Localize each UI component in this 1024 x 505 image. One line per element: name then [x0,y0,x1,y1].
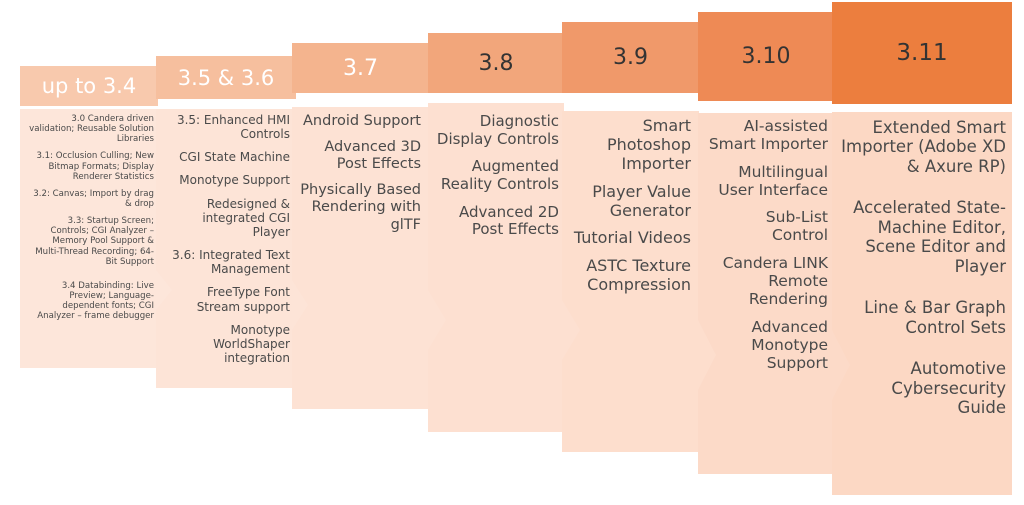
feature-item: Accelerated State-Machine Editor, Scene … [853,198,1006,276]
version-header: up to 3.4 [20,66,158,106]
version-features-panel: 3.0 Candera driven validation; Reusable … [20,109,158,368]
version-header: 3.9 [562,22,699,93]
feature-item: AI-assisted Smart Importer [708,117,828,154]
version-features-panel: Smart Photoshop Importer Player Value Ge… [562,111,699,452]
feature-item: Automotive Cybersecurity Guide [891,359,1006,418]
feature-item: ASTC Texture Compression [586,256,691,295]
feature-item: Augmented Reality Controls [440,157,559,194]
feature-item: FreeType Font Stream support [196,285,290,314]
version-column: 3.10 AI-assisted Smart Importer Multilin… [698,12,834,474]
version-features-panel: Android Support Advanced 3D Post Effects… [292,107,429,409]
feature-item: 3.6: Integrated Text Management [172,248,290,277]
feature-item: Advanced Monotype Support [751,317,828,373]
version-label: up to 3.4 [41,74,137,98]
feature-item: Multilingual User Interface [718,162,828,199]
feature-item: CGI State Machine [179,150,290,165]
version-label: 3.9 [613,45,648,70]
feature-item: Candera LINK Remote Rendering [722,253,828,309]
feature-item: Player Value Generator [592,181,691,220]
version-features-panel: Diagnostic Display Controls Augmented Re… [428,103,564,432]
version-header: 3.5 & 3.6 [156,56,296,99]
feature-item: 3.5: Enhanced HMI Controls [176,113,290,142]
version-column: 3.11 Extended Smart Importer (Adobe XD &… [832,2,1012,495]
feature-item: Android Support [303,113,421,129]
version-label: 3.11 [896,40,948,66]
feature-item: Line & Bar Graph Control Sets [864,298,1006,337]
version-header: 3.8 [428,33,564,93]
version-column: 3.8 Diagnostic Display Controls Augmente… [428,33,564,432]
version-header: 3.7 [292,43,429,93]
version-label: 3.5 & 3.6 [177,65,275,90]
version-label: 3.7 [343,55,378,81]
feature-item: Advanced 2D Post Effects [459,202,559,239]
version-features-panel: Extended Smart Importer (Adobe XD & Axur… [832,112,1012,495]
feature-item: 3.4 Databinding: Live Preview; Language-… [37,280,154,322]
version-column: 3.9 Smart Photoshop Importer Player Valu… [562,22,699,452]
feature-item: Extended Smart Importer (Adobe XD & Axur… [841,118,1006,176]
version-features-panel: 3.5: Enhanced HMI Controls CGI State Mac… [156,109,296,388]
feature-item: Physically Based Rendering with glTF [300,182,421,233]
feature-item: 3.2: Canvas; Import by drag & drop [33,188,154,209]
feature-item: 3.3: Startup Screen; Controls; CGI Analy… [35,216,154,267]
feature-item: Advanced 3D Post Effects [324,139,421,173]
feature-item: Sub-List Control [765,208,828,245]
feature-item: 3.1: Occlusion Culling; New Bitmap Forma… [36,151,154,182]
version-header: 3.10 [698,12,834,101]
feature-item: Monotype Support [179,173,290,188]
version-column: up to 3.4 3.0 Candera driven validation;… [20,66,158,368]
version-column: 3.7 Android Support Advanced 3D Post Eff… [292,43,429,409]
version-column: 3.5 & 3.6 3.5: Enhanced HMI Controls CGI… [156,56,296,388]
feature-item: 3.0 Candera driven validation; Reusable … [29,114,154,145]
feature-item: Diagnostic Display Controls [436,112,559,148]
version-header: 3.11 [832,2,1012,104]
feature-item: Monotype WorldShaper integration [213,322,290,366]
version-label: 3.10 [741,44,791,69]
feature-item: Redesigned & integrated CGI Player [202,196,290,239]
version-label: 3.8 [478,50,514,76]
feature-item: Smart Photoshop Importer [606,116,691,173]
version-features-panel: AI-assisted Smart Importer Multilingual … [698,113,834,474]
feature-item: Tutorial Videos [573,228,691,248]
